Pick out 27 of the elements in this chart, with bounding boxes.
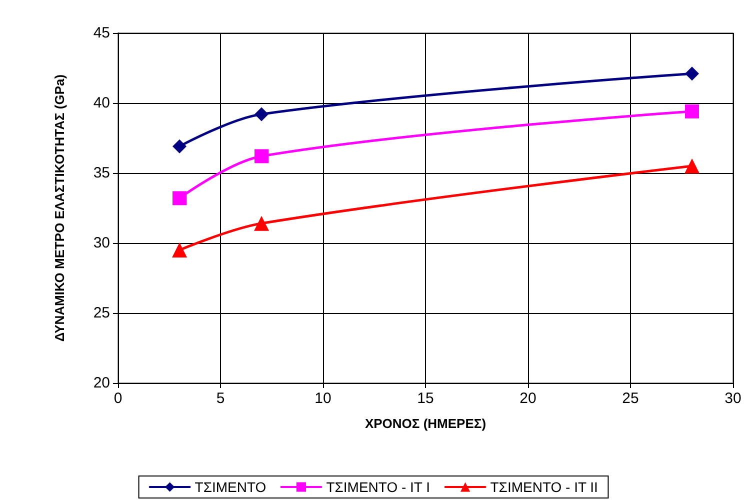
y-tick-label: 45 xyxy=(93,24,110,42)
legend-label: ΤΣΙΜΕΝΤΟ - ΙΤ Ι xyxy=(326,479,430,495)
x-tick-label: 30 xyxy=(724,390,742,407)
x-tick-label: 10 xyxy=(314,390,332,407)
y-tick-label: 25 xyxy=(93,304,110,322)
point xyxy=(172,191,186,206)
point xyxy=(685,66,699,81)
y-axis-title: ΔΥΝΑΜΙΚΟ ΜΕΤΡΟ ΕΛΑΣΤΙΚΟΤΗΤΑΣ (GPa) xyxy=(52,74,67,342)
point xyxy=(172,139,186,154)
x-tick-label: 0 xyxy=(114,390,122,407)
legend-label: ΤΣΙΜΕΝΤΟ - ΙΤ ΙΙ xyxy=(490,479,598,495)
x-tick-label: 25 xyxy=(622,390,639,407)
x-tick-label: 5 xyxy=(216,390,225,407)
point xyxy=(172,242,187,258)
point xyxy=(685,104,699,118)
y-tick-label: 30 xyxy=(93,234,110,252)
point xyxy=(254,107,268,122)
legend-label: ΤΣΙΜΕΝΤΟ xyxy=(194,479,266,495)
y-tick-label: 35 xyxy=(93,164,110,182)
point xyxy=(254,216,269,231)
point xyxy=(684,158,700,174)
y-tick-label: 20 xyxy=(93,374,110,392)
x-tick-label: 15 xyxy=(417,390,434,407)
y-tick-label: 40 xyxy=(93,94,110,112)
x-axis-title: ΧΡΟΝΟΣ (ΗΜΕΡΕΣ) xyxy=(364,416,486,431)
point xyxy=(254,149,268,164)
x-tick-label: 20 xyxy=(520,390,536,407)
